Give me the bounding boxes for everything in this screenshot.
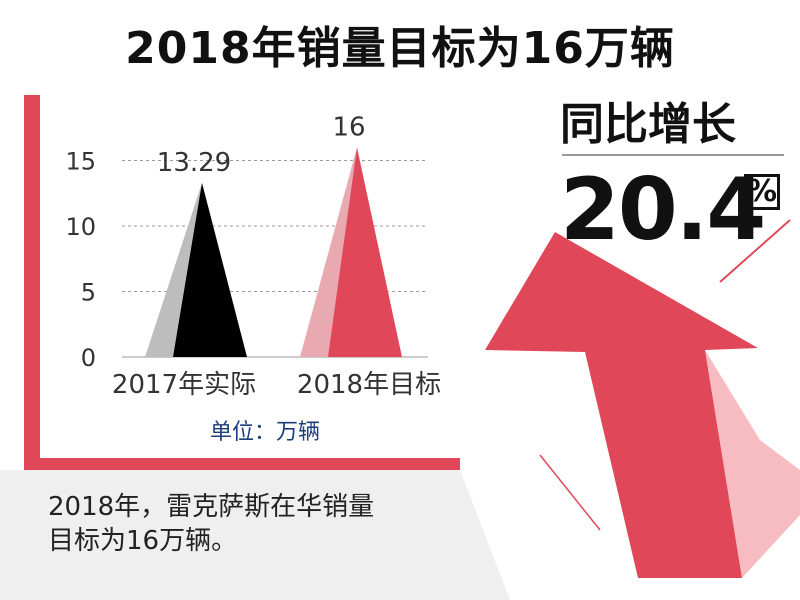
deco-line (539, 454, 601, 531)
panel-left-edge (24, 95, 40, 468)
page-title: 2018年销量目标为16万辆 (125, 23, 675, 74)
data-label: 16 (332, 112, 365, 142)
x-tick-label: 2017年实际 (112, 370, 256, 400)
growth-value: 20.4 (560, 160, 766, 260)
y-tick-label: 15 (65, 148, 96, 176)
caption-line-1: 2018年，雷克萨斯在华销量 (48, 492, 375, 522)
bar (173, 182, 247, 357)
y-tick-label: 5 (81, 279, 96, 307)
arrow-highlight (705, 350, 800, 578)
chart-panel (40, 95, 460, 458)
caption-panel (0, 470, 510, 600)
y-tick-label: 0 (81, 344, 96, 372)
growth-label: 同比增长 (560, 99, 736, 150)
unit-note: 单位：万辆 (210, 420, 320, 445)
percent-sign: % (744, 174, 780, 210)
x-tick-label: 2018年目标 (297, 370, 441, 400)
bar (328, 147, 402, 357)
growth-arrow (485, 232, 758, 578)
deco-line (719, 219, 791, 283)
panel-bottom-edge (24, 458, 460, 470)
divider (562, 154, 784, 156)
caption-line-2: 目标为16万辆。 (48, 526, 238, 556)
caption: 2018年，雷克萨斯在华销量 目标为16万辆。 (48, 490, 458, 558)
y-tick-label: 10 (65, 213, 96, 241)
data-label: 13.29 (157, 148, 231, 178)
